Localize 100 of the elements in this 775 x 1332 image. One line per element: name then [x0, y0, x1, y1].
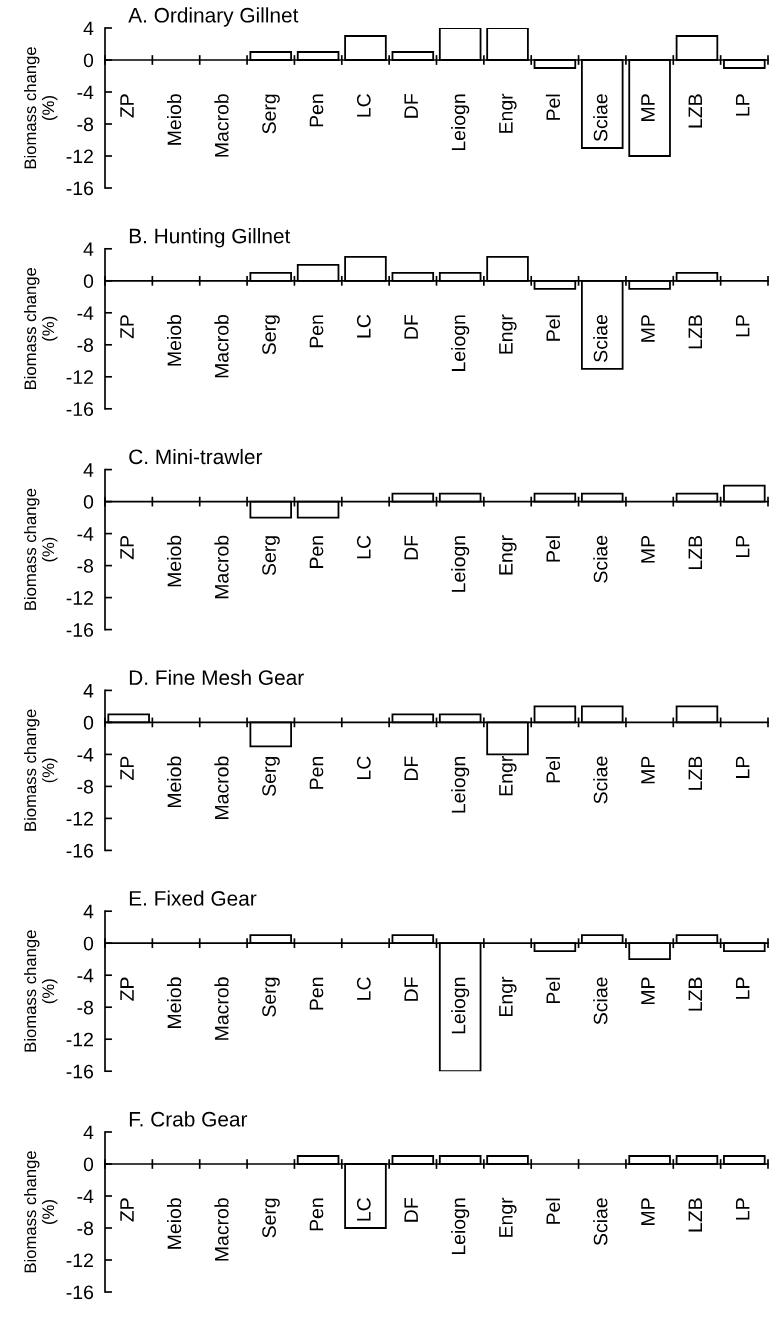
y-tick-label: 4: [83, 242, 94, 256]
y-tick-label: 0: [83, 936, 94, 951]
y-tick-label: -4: [77, 968, 94, 983]
x-tick-label: Macrob: [214, 756, 229, 819]
x-tick-label: Meiob: [166, 314, 182, 366]
y-axis-title: Biomass change (%): [23, 709, 58, 831]
x-tick-label: Sciae: [593, 535, 608, 583]
x-tick-label: Macrob: [214, 314, 229, 378]
y-tick-label: 4: [83, 463, 94, 477]
x-tick-label: Pel: [545, 1198, 561, 1224]
chart-title: F. Crab Gear: [129, 1111, 248, 1127]
x-tick-label: Pel: [545, 977, 561, 1004]
y-tick-label: 4: [83, 904, 94, 919]
x-tick-label: LZB: [688, 756, 702, 790]
x-tick-label: Leiogn: [451, 315, 470, 371]
x-tick-label: Serg: [262, 756, 280, 796]
x-tick-label: LZB: [688, 977, 702, 1011]
x-tick-label: LC: [356, 535, 371, 559]
x-tick-label: ZP: [120, 1198, 134, 1222]
x-tick-label: Pen: [309, 756, 324, 789]
chart-title: B. Hunting Gillnet: [129, 228, 291, 248]
y-tick-label: -4: [77, 85, 94, 100]
x-tick-label: Sciae: [593, 977, 608, 1025]
y-tick-label: -8: [77, 338, 94, 353]
chart-title: E. Fixed Gear: [129, 890, 257, 906]
y-axis-title: Biomass change (%): [23, 267, 58, 390]
y-tick-label: -16: [66, 181, 94, 196]
y-tick-label: -16: [66, 402, 94, 417]
y-tick-label: -8: [77, 559, 94, 573]
x-tick-label: Serg: [262, 536, 280, 576]
x-tick-label: Engr: [499, 535, 517, 575]
x-tick-label: Meiob: [166, 756, 182, 808]
x-tick-label: Pen: [309, 977, 324, 1010]
x-tick-label: Leiogn: [451, 756, 470, 813]
y-tick-label: -12: [66, 1253, 93, 1268]
y-tick-label: -8: [77, 117, 94, 132]
x-tick-label: MP: [641, 315, 655, 342]
y-tick-label: -4: [77, 306, 94, 320]
x-tick-label: DF: [404, 314, 418, 339]
x-tick-label: Pen: [309, 1198, 324, 1231]
y-axis-title: Biomass change (%): [23, 488, 58, 610]
x-tick-label: LP: [735, 535, 750, 558]
x-tick-label: Meiob: [166, 1198, 182, 1249]
x-tick-label: Engr: [499, 314, 517, 354]
x-tick-label: LC: [356, 977, 371, 1000]
y-tick-label: -12: [66, 1032, 93, 1047]
y-tick-label: 0: [83, 495, 94, 509]
y-tick-label: -16: [66, 1064, 94, 1079]
y-tick-label: -16: [66, 623, 94, 637]
y-tick-label: -16: [66, 1285, 94, 1300]
y-tick-label: 0: [83, 53, 94, 68]
x-tick-label: Engr: [499, 976, 517, 1017]
x-tick-label: DF: [404, 1198, 418, 1222]
x-tick-label: Pen: [309, 94, 324, 127]
x-tick-label: Engr: [499, 756, 517, 796]
x-tick-label: Meiob: [166, 94, 182, 145]
x-tick-label: LZB: [688, 1198, 702, 1232]
x-tick-label: Meiob: [166, 977, 182, 1028]
x-tick-label: Pel: [545, 315, 561, 341]
x-tick-label: Serg: [262, 315, 280, 355]
x-tick-label: Pen: [309, 315, 324, 348]
x-tick-label: LZB: [688, 535, 702, 569]
y-tick-label: 0: [83, 715, 94, 730]
x-tick-label: Macrob: [214, 535, 229, 599]
x-tick-label: LZB: [688, 94, 702, 128]
x-tick-label: MP: [641, 94, 655, 121]
x-tick-label: Pel: [545, 757, 561, 783]
x-tick-label: Sciae: [593, 756, 608, 804]
y-tick-label: 4: [83, 1125, 94, 1140]
y-tick-label: -16: [66, 843, 94, 858]
y-tick-label: -12: [66, 591, 93, 605]
x-tick-label: Engr: [499, 1197, 517, 1237]
y-tick-label: 4: [83, 684, 94, 698]
y-axis-title: Biomass change (%): [23, 930, 58, 1052]
y-tick-label: -4: [77, 527, 94, 541]
x-tick-label: Macrob: [214, 1198, 229, 1261]
x-tick-label: Serg: [262, 977, 280, 1017]
y-tick-label: 4: [83, 21, 94, 36]
x-tick-label: MP: [641, 535, 655, 563]
x-tick-label: Serg: [262, 1198, 280, 1238]
x-tick-label: Leiogn: [451, 1198, 470, 1255]
x-tick-label: LP: [735, 756, 750, 778]
y-tick-label: -8: [77, 779, 94, 794]
x-tick-label: DF: [404, 94, 418, 118]
x-tick-label: MP: [641, 977, 655, 1005]
x-tick-label: Leiogn: [451, 977, 470, 1034]
y-axis-title: Biomass change (%): [23, 47, 58, 169]
x-tick-label: LP: [735, 94, 750, 116]
chart-title: D. Fine Mesh Gear: [129, 669, 304, 685]
y-tick-label: -12: [66, 149, 93, 164]
y-tick-label: -4: [77, 1189, 94, 1204]
x-tick-label: Macrob: [214, 977, 229, 1040]
x-tick-label: LZB: [688, 315, 702, 349]
x-tick-label: LP: [735, 977, 750, 999]
x-tick-label: LP: [735, 1198, 750, 1220]
x-tick-label: ZP: [120, 315, 134, 339]
x-tick-label: Pen: [309, 536, 324, 568]
x-tick-label: DF: [404, 977, 418, 1001]
x-tick-label: Leiogn: [451, 536, 470, 592]
x-tick-label: LC: [356, 756, 371, 779]
